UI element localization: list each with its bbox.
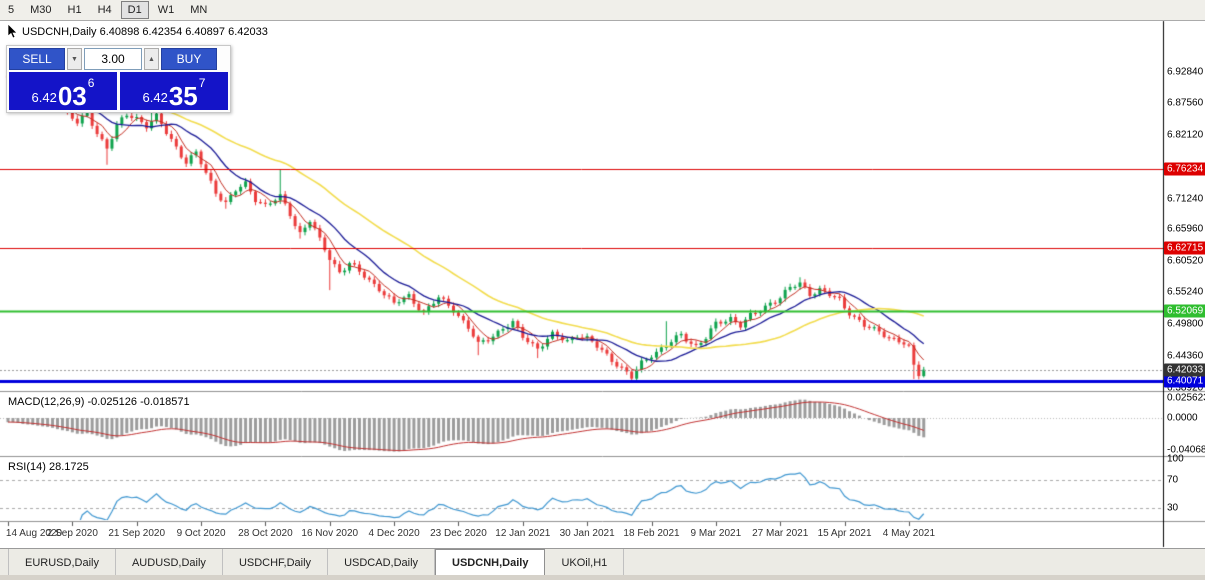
buy-price-point: 7 xyxy=(198,76,206,90)
sell-button[interactable]: SELL xyxy=(9,48,65,70)
chart-tab-EURUSD[interactable]: EURUSD,Daily xyxy=(8,549,116,576)
chart-tab-USDCNH[interactable]: USDCNH,Daily xyxy=(435,549,546,576)
sell-price-display[interactable]: 6.42 03 6 xyxy=(9,72,117,110)
window-bottom-strip xyxy=(0,575,1205,580)
buy-button[interactable]: BUY xyxy=(161,48,217,70)
chart-tab-AUDUSD[interactable]: AUDUSD,Daily xyxy=(116,549,223,576)
timeframe-button-W1[interactable]: W1 xyxy=(157,4,175,16)
timeframe-toolbar: 5 M30 H1 H4 D1 W1 MN xyxy=(0,0,1205,21)
volume-up-button[interactable]: ▲ xyxy=(144,48,159,70)
chart-tab-USDCHF[interactable]: USDCHF,Daily xyxy=(223,549,329,576)
volume-down-button[interactable]: ▼ xyxy=(67,48,82,70)
buy-price-pips: 35 xyxy=(168,81,198,111)
chart-tab-UKOil[interactable]: UKOil,H1 xyxy=(545,549,625,576)
timeframe-button-H4[interactable]: H4 xyxy=(97,4,112,16)
chart-tab-bar: EURUSD,Daily AUDUSD,Daily USDCHF,Daily USDC… xyxy=(0,548,1205,576)
timeframe-button-5[interactable]: 5 xyxy=(8,4,15,16)
timeframe-button-MN[interactable]: MN xyxy=(190,4,208,16)
sell-price-base: 6.42 xyxy=(31,90,57,105)
timeframe-button-H1[interactable]: H1 xyxy=(67,4,82,16)
chart-tab-USDCAD[interactable]: USDCAD,Daily xyxy=(328,549,436,576)
sell-price-point: 6 xyxy=(87,76,95,90)
sell-price-pips: 03 xyxy=(57,81,87,111)
one-click-trading-widget: SELL ▼ ▲ BUY 6.42 03 6 6.42 35 7 xyxy=(6,45,231,113)
timeframe-button-D1[interactable]: D1 xyxy=(120,1,149,19)
volume-input[interactable] xyxy=(84,48,142,70)
buy-price-display[interactable]: 6.42 35 7 xyxy=(120,72,228,110)
buy-price-base: 6.42 xyxy=(142,90,168,105)
timeframe-button-M30[interactable]: M30 xyxy=(30,4,52,16)
